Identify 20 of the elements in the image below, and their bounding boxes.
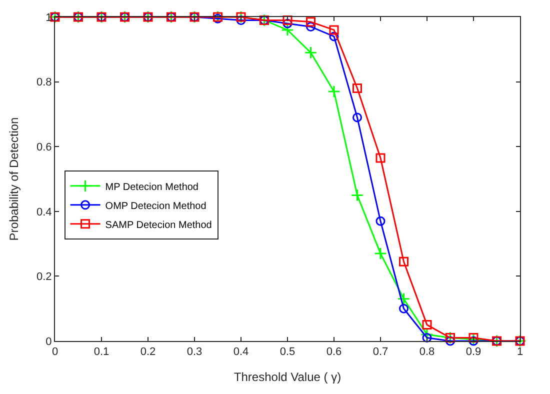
x-tick-label: 0.6 [326,346,342,358]
x-tick-label: 0.4 [233,346,249,358]
legend-label: MP Detecion Method [105,182,199,193]
y-tick-label: 0.8 [36,76,52,89]
x-tick-label: 1 [516,346,524,358]
x-axis-title: Threshold Value ( γ) [234,370,342,384]
legend-label: SAMP Detecion Method [105,220,212,231]
y-tick-label: 0.2 [36,271,52,284]
x-tick-label: 0.7 [372,346,388,358]
y-tick-label: 0.4 [36,206,52,218]
y-tick-label: 0 [46,336,52,348]
legend-label: OMP Detecion Method [105,200,206,212]
y-axis-title: Probability of Detection [6,117,21,241]
x-tick-label: 0.8 [419,346,435,358]
x-tick-label: 0.5 [280,346,296,358]
x-tick-label: 0.2 [140,346,156,358]
x-tick-label: 0.3 [186,346,202,358]
x-tick-label: 0.1 [94,346,110,358]
x-tick-label: 0.9 [466,346,482,358]
y-tick-label: 0.6 [36,141,52,154]
